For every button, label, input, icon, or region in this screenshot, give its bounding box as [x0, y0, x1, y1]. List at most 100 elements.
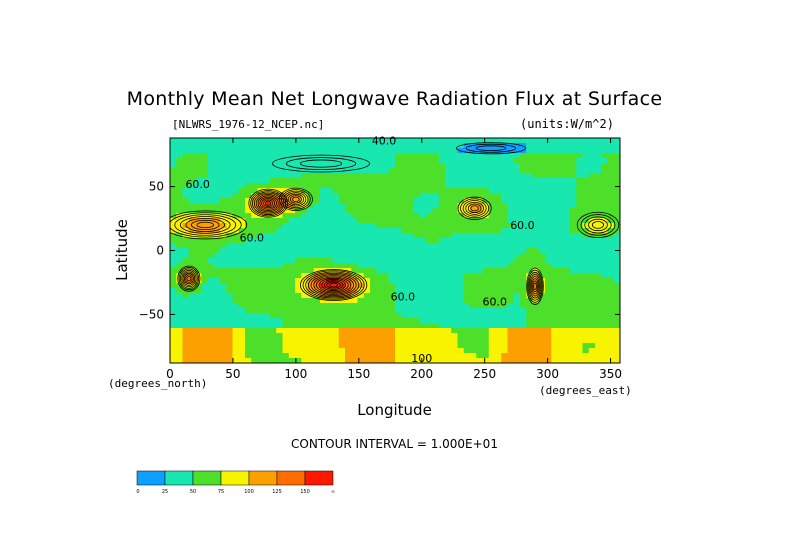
heatmap-cell — [532, 333, 540, 339]
heatmap-cell — [351, 208, 359, 214]
heatmap-cell — [595, 338, 602, 344]
heatmap-cell — [245, 193, 252, 199]
heatmap-cell — [438, 233, 446, 239]
heatmap-cell — [376, 143, 384, 149]
heatmap-cell — [588, 198, 596, 204]
heatmap-cell — [470, 228, 477, 234]
heatmap-cell — [401, 258, 409, 264]
heatmap-cell — [613, 163, 620, 169]
heatmap-cell — [176, 153, 184, 159]
heatmap-cell — [595, 253, 602, 259]
heatmap-cell — [495, 193, 502, 199]
heatmap-cell — [326, 263, 334, 269]
heatmap-cell — [545, 298, 552, 304]
heatmap-cell — [501, 313, 509, 319]
x-tick-label: 50 — [225, 367, 240, 381]
heatmap-cell — [570, 223, 577, 229]
heatmap-cell — [463, 273, 471, 279]
heatmap-cell — [182, 343, 190, 349]
heatmap-cell — [482, 313, 490, 319]
heatmap-cell — [326, 228, 334, 234]
heatmap-cell — [382, 288, 390, 294]
heatmap-cell — [595, 303, 602, 309]
contour-label: 60.0 — [483, 296, 508, 309]
heatmap-cell — [376, 168, 384, 174]
heatmap-cell — [345, 298, 352, 304]
heatmap-cell — [426, 253, 434, 259]
heatmap-cell — [557, 238, 565, 244]
heatmap-cell — [245, 258, 252, 264]
heatmap-cell — [320, 323, 327, 329]
heatmap-cell — [520, 223, 527, 229]
heatmap-cell — [507, 198, 515, 204]
heatmap-cell — [432, 358, 440, 363]
heatmap-cell — [432, 223, 440, 229]
heatmap-cell — [438, 333, 446, 339]
heatmap-cell — [245, 223, 252, 229]
heatmap-cell — [520, 163, 527, 169]
heatmap-cell — [326, 153, 334, 159]
heatmap-cell — [532, 268, 540, 274]
heatmap-cell — [601, 358, 609, 363]
heatmap-cell — [245, 153, 252, 159]
heatmap-cell — [326, 303, 334, 309]
heatmap-cell — [495, 308, 502, 314]
heatmap-cell — [313, 148, 321, 154]
heatmap-cell — [563, 338, 571, 344]
heatmap-cell — [382, 308, 390, 314]
heatmap-cell — [457, 353, 465, 359]
heatmap-cell — [238, 228, 246, 234]
heatmap-cell — [326, 293, 334, 299]
heatmap-cell — [307, 358, 315, 363]
heatmap-cell — [563, 233, 571, 239]
heatmap-cell — [370, 203, 377, 209]
heatmap-cell — [438, 163, 446, 169]
heatmap-cell — [470, 253, 477, 259]
heatmap-cell — [176, 338, 184, 344]
heatmap-cell — [501, 213, 509, 219]
heatmap-cell — [388, 183, 396, 189]
heatmap-cell — [545, 348, 552, 354]
heatmap-cell — [251, 188, 259, 194]
heatmap-cell — [545, 163, 552, 169]
heatmap-cell — [257, 208, 265, 214]
heatmap-cell — [495, 138, 502, 144]
heatmap-cell — [238, 138, 246, 144]
heatmap-cell — [432, 308, 440, 314]
heatmap-cell — [188, 313, 196, 319]
heatmap-cell — [251, 223, 259, 229]
heatmap-cell — [526, 188, 534, 194]
heatmap-cell — [420, 213, 427, 219]
heatmap-cell — [438, 258, 446, 264]
heatmap-cell — [607, 178, 615, 184]
heatmap-cell — [438, 198, 446, 204]
heatmap-cell — [307, 233, 315, 239]
heatmap-cell — [432, 148, 440, 154]
heatmap-cell — [257, 178, 265, 184]
heatmap-cell — [238, 258, 246, 264]
heatmap-cell — [407, 158, 415, 164]
heatmap-cell — [332, 338, 340, 344]
heatmap-cell — [251, 303, 259, 309]
heatmap-cell — [576, 288, 584, 294]
heatmap-cell — [295, 248, 302, 254]
heatmap-cell — [307, 153, 315, 159]
heatmap-cell — [426, 293, 434, 299]
heatmap-cell — [257, 258, 265, 264]
heatmap-cell — [520, 338, 527, 344]
heatmap-cell — [551, 348, 559, 354]
heatmap-cell — [188, 153, 196, 159]
heatmap-cell — [201, 338, 209, 344]
heatmap-cell — [201, 288, 209, 294]
heatmap-cell — [176, 263, 184, 269]
heatmap-cell — [513, 283, 521, 289]
heatmap-cell — [432, 153, 440, 159]
heatmap-cell — [413, 283, 421, 289]
heatmap-cell — [420, 193, 427, 199]
heatmap-cell — [557, 268, 565, 274]
heatmap-cell — [595, 313, 602, 319]
heatmap-cell — [570, 353, 577, 359]
colorbar-swatch — [192, 470, 222, 486]
heatmap-cell — [563, 358, 571, 363]
heatmap-cell — [207, 353, 215, 359]
